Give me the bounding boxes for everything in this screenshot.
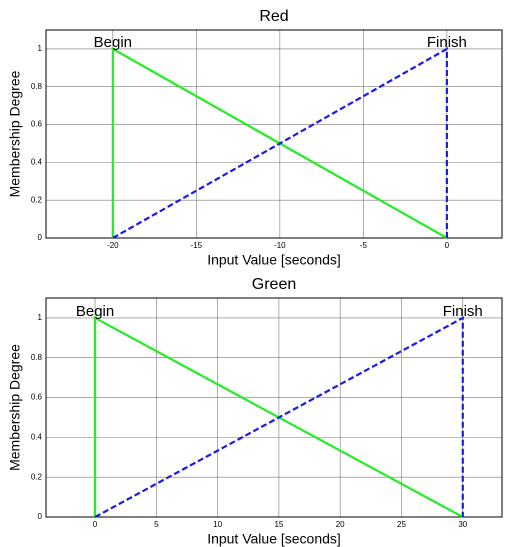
y-tick-label: 0.4	[31, 157, 43, 166]
x-tick-label: 15	[274, 520, 283, 529]
plot-frame	[45, 297, 503, 518]
x-tick-label: 25	[397, 520, 406, 529]
annotation: Begin	[76, 303, 114, 320]
plot-frame	[45, 29, 503, 239]
x-tick-label: -20	[107, 241, 119, 250]
x-tick-label: -10	[274, 241, 286, 250]
y-axis-label: Membership Degree	[7, 344, 23, 471]
chart-title: Red	[259, 8, 288, 25]
y-axis-label: Membership Degree	[7, 70, 23, 197]
x-tick-label: 20	[336, 520, 345, 529]
plot-area	[46, 30, 502, 238]
x-tick-label: 0	[445, 241, 450, 250]
x-tick-label: 0	[93, 520, 98, 529]
y-tick-label: 0	[38, 233, 43, 242]
series-line	[111, 47, 448, 239]
x-tick-label: -15	[191, 241, 203, 250]
chart-title: Green	[252, 276, 296, 293]
annotation: Finish	[443, 303, 483, 320]
annotation: Finish	[427, 34, 467, 51]
y-tick-label: 1	[38, 44, 43, 53]
x-tick-label: 5	[154, 520, 159, 529]
y-tick-label: 0.4	[31, 432, 43, 441]
series-line	[94, 316, 464, 518]
x-tick-label: 10	[213, 520, 222, 529]
y-tick-label: 0	[38, 512, 43, 521]
y-tick-label: 0.6	[31, 120, 43, 129]
series-line	[93, 316, 464, 518]
y-tick-label: 0.8	[31, 353, 43, 362]
x-tick-label: -5	[360, 241, 368, 250]
y-tick-label: 1	[38, 313, 43, 322]
plot-area	[46, 298, 502, 517]
y-tick-label: 0.6	[31, 393, 43, 402]
x-tick-label: 30	[458, 520, 467, 529]
x-axis-label: Input Value [seconds]	[207, 252, 341, 268]
y-tick-label: 0.2	[31, 472, 43, 481]
series-line	[112, 47, 448, 239]
y-tick-label: 0.8	[31, 82, 43, 91]
x-axis-label: Input Value [seconds]	[207, 531, 341, 547]
annotation: Begin	[94, 34, 132, 51]
y-tick-label: 0.2	[31, 195, 43, 204]
